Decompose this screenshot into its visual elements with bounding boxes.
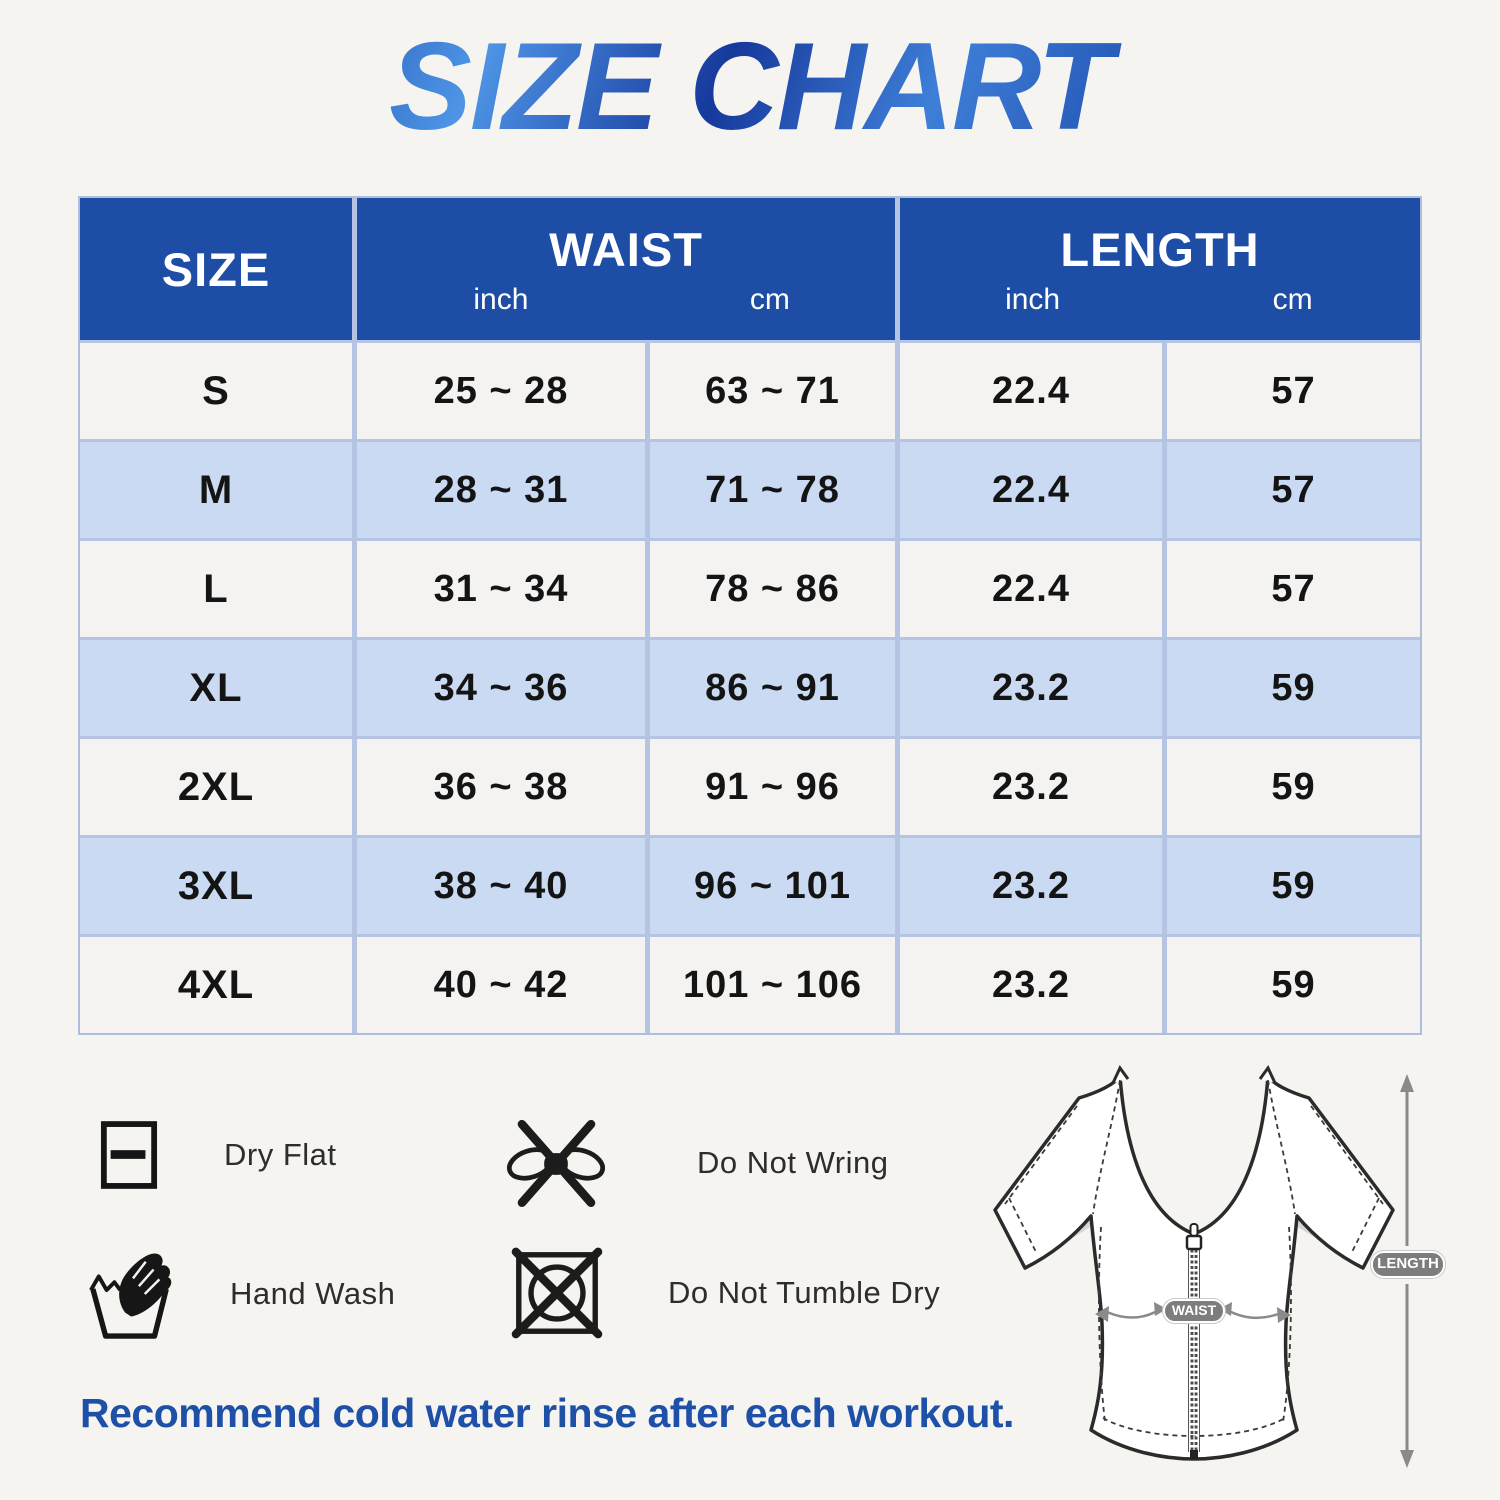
- cell-length-inch: 23.2: [900, 838, 1162, 934]
- cell-waist-cm: 101 ~ 106: [650, 937, 895, 1033]
- cell-size: 3XL: [80, 838, 352, 934]
- cell-waist-inch: 38 ~ 40: [357, 838, 645, 934]
- garment-diagram: WAIST LENGTH: [975, 1062, 1465, 1500]
- cell-length-cm: 59: [1167, 937, 1420, 1033]
- cell-size: L: [80, 541, 352, 637]
- cell-waist-cm: 78 ~ 86: [650, 541, 895, 637]
- length-measure-label: LENGTH: [1371, 1251, 1445, 1278]
- cell-waist-cm: 91 ~ 96: [650, 739, 895, 835]
- cell-length-cm: 59: [1167, 640, 1420, 736]
- cell-length-inch: 23.2: [900, 937, 1162, 1033]
- cell-length-inch: 23.2: [900, 739, 1162, 835]
- cell-waist-inch: 40 ~ 42: [357, 937, 645, 1033]
- header-waist: WAIST inch cm: [357, 198, 895, 340]
- cell-size: M: [80, 442, 352, 538]
- page-title: SIZE CHART: [0, 16, 1500, 158]
- do-not-wring-icon: [506, 1119, 606, 1208]
- cell-size: S: [80, 343, 352, 439]
- cell-length-cm: 57: [1167, 442, 1420, 538]
- header-length-inch: inch: [1005, 282, 1061, 316]
- header-length-cm: cm: [1272, 282, 1313, 316]
- cell-waist-inch: 31 ~ 34: [357, 541, 645, 637]
- header-length-label: LENGTH: [1060, 222, 1260, 276]
- dry-flat-icon: [100, 1121, 158, 1189]
- care-label-hand-wash: Hand Wash: [230, 1276, 396, 1311]
- cell-waist-cm: 96 ~ 101: [650, 838, 895, 934]
- cell-length-inch: 23.2: [900, 640, 1162, 736]
- cell-waist-cm: 86 ~ 91: [650, 640, 895, 736]
- care-item-hand-wash: Hand Wash: [88, 1244, 395, 1344]
- size-table: SIZE WAIST inch cm LENGTH inch cm S 25 ~…: [78, 196, 1422, 1035]
- header-waist-inch: inch: [473, 282, 529, 316]
- care-item-do-not-tumble-dry: Do Not Tumble Dry: [508, 1244, 940, 1342]
- hand-wash-icon: [89, 1253, 172, 1339]
- cell-length-cm: 59: [1167, 739, 1420, 835]
- header-waist-cm: cm: [749, 282, 790, 316]
- care-label-dry-flat: Dry Flat: [224, 1137, 337, 1172]
- care-item-dry-flat: Dry Flat: [100, 1120, 337, 1190]
- header-waist-label: WAIST: [549, 222, 703, 276]
- note-text: Recommend cold water rinse after each wo…: [80, 1390, 1014, 1436]
- cell-waist-inch: 28 ~ 31: [357, 442, 645, 538]
- cell-waist-inch: 34 ~ 36: [357, 640, 645, 736]
- do-not-tumble-dry-icon: [511, 1247, 603, 1339]
- size-table-grid: SIZE WAIST inch cm LENGTH inch cm S 25 ~…: [80, 198, 1420, 1033]
- care-label-do-not-tumble-dry: Do Not Tumble Dry: [668, 1275, 941, 1310]
- cell-length-cm: 57: [1167, 343, 1420, 439]
- header-size-label: SIZE: [161, 242, 271, 296]
- garment-illustration: [993, 1065, 1414, 1468]
- cell-waist-inch: 36 ~ 38: [357, 739, 645, 835]
- care-item-do-not-wring: Do Not Wring: [503, 1110, 889, 1216]
- cell-length-inch: 22.4: [900, 442, 1162, 538]
- cell-length-cm: 57: [1167, 541, 1420, 637]
- cell-length-inch: 22.4: [900, 541, 1162, 637]
- cell-waist-cm: 71 ~ 78: [650, 442, 895, 538]
- cell-waist-cm: 63 ~ 71: [650, 343, 895, 439]
- cell-waist-inch: 25 ~ 28: [357, 343, 645, 439]
- care-label-do-not-wring: Do Not Wring: [697, 1145, 889, 1180]
- header-length: LENGTH inch cm: [900, 198, 1420, 340]
- cell-size: 2XL: [80, 739, 352, 835]
- cell-length-cm: 59: [1167, 838, 1420, 934]
- cell-size: XL: [80, 640, 352, 736]
- waist-measure-label: WAIST: [1163, 1299, 1225, 1323]
- cell-size: 4XL: [80, 937, 352, 1033]
- header-size: SIZE: [80, 198, 352, 340]
- cell-length-inch: 22.4: [900, 343, 1162, 439]
